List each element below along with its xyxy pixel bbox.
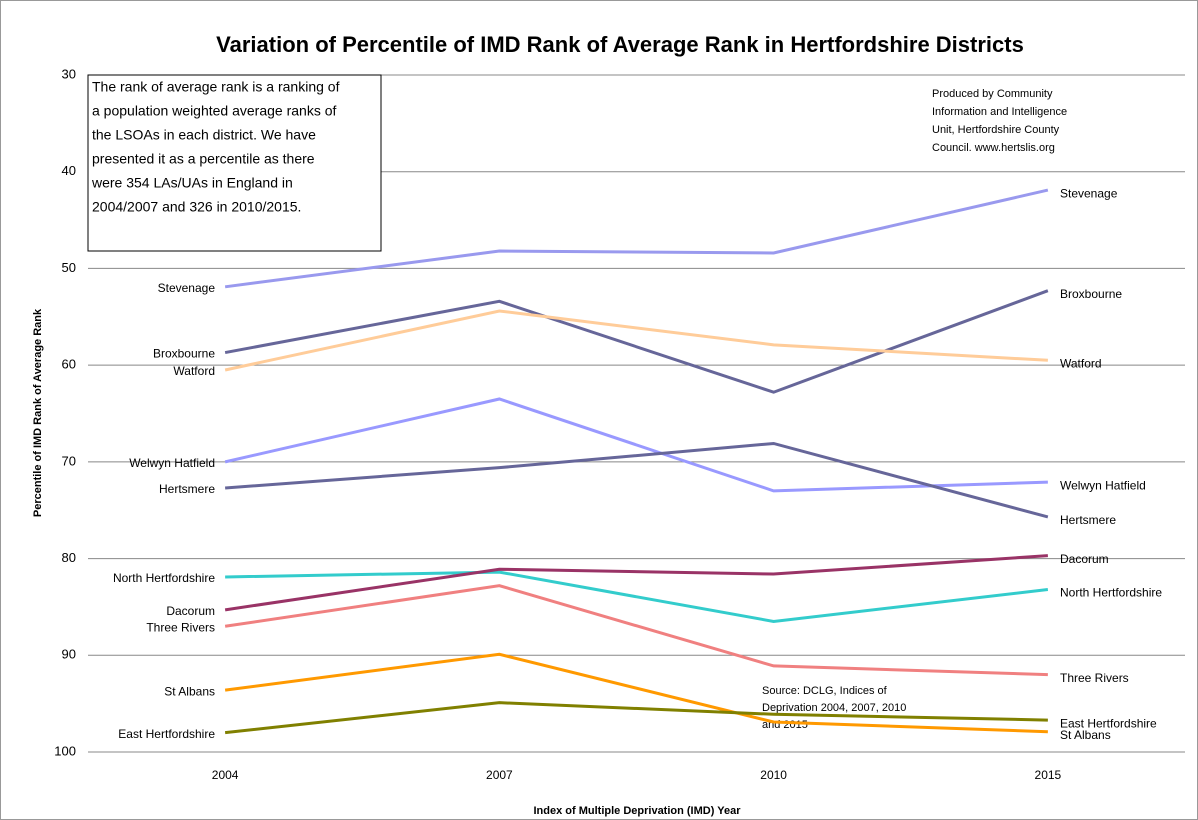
series-label-left: North Hertfordshire xyxy=(113,571,215,585)
series-line xyxy=(224,289,1049,394)
annotation-note: a population weighted average ranks of xyxy=(92,103,337,119)
series-label-right: Dacorum xyxy=(1060,552,1109,566)
series-line xyxy=(225,441,1049,519)
annotation-producer: Council. www.hertslis.org xyxy=(932,142,1055,154)
series-label-left: Stevenage xyxy=(158,281,216,295)
annotation-note: The rank of average rank is a ranking of xyxy=(92,79,340,95)
annotation-producer: Unit, Hertfordshire County xyxy=(932,124,1060,136)
series-label-left: Three Rivers xyxy=(146,620,215,634)
series-line xyxy=(224,584,1048,677)
y-tick-label: 80 xyxy=(62,550,76,565)
series-label-right: Hertsmere xyxy=(1060,513,1116,527)
annotation-source: Source: DCLG, Indices of xyxy=(762,685,888,697)
annotation-producer: Information and Intelligence xyxy=(932,106,1067,118)
series-line xyxy=(224,309,1048,372)
series-label-left: St Albans xyxy=(164,684,215,698)
y-tick-label: 50 xyxy=(62,260,76,275)
annotation-note: presented it as a percentile as there xyxy=(92,151,315,167)
annotation-note: the LSOAs in each district. We have xyxy=(92,127,316,143)
y-tick-label: 60 xyxy=(62,357,76,372)
series-line xyxy=(224,652,1048,734)
x-tick-label: 2010 xyxy=(760,768,787,782)
note-box xyxy=(87,74,382,252)
series-line xyxy=(224,397,1048,493)
x-tick-label: 2015 xyxy=(1035,768,1062,782)
x-tick-label: 2004 xyxy=(212,768,239,782)
series-line xyxy=(225,570,1049,623)
chart-title: Variation of Percentile of IMD Rank of A… xyxy=(216,32,1024,57)
series-label-left: Dacorum xyxy=(166,604,215,618)
series-label-right: Broxbourne xyxy=(1060,287,1122,301)
annotation-note: were 354 LAs/UAs in England in xyxy=(91,175,293,191)
series-label-right: Stevenage xyxy=(1060,186,1118,200)
series-label-right: Watford xyxy=(1060,356,1102,370)
series-line xyxy=(224,701,1048,735)
y-tick-label: 70 xyxy=(62,453,76,468)
series-label-left: Hertsmere xyxy=(159,482,215,496)
series-label-left: Broxbourne xyxy=(153,347,215,361)
series-line xyxy=(224,188,1049,289)
series-label-left: Watford xyxy=(173,364,215,378)
series-label-right: North Hertfordshire xyxy=(1060,586,1162,600)
y-tick-label: 90 xyxy=(62,647,76,662)
series-label-right: Three Rivers xyxy=(1060,671,1129,685)
series-label-right: East Hertfordshire xyxy=(1060,716,1157,730)
x-tick-label: 2007 xyxy=(486,768,513,782)
series-line xyxy=(224,554,1048,612)
y-tick-label: 40 xyxy=(62,163,76,178)
series-label-right: St Albans xyxy=(1060,728,1111,742)
y-tick-label: 100 xyxy=(54,743,76,758)
annotation-source: Deprivation 2004, 2007, 2010 xyxy=(762,702,906,714)
series-label-left: Welwyn Hatfield xyxy=(129,456,215,470)
annotation-note: 2004/2007 and 326 in 2010/2015. xyxy=(92,199,301,215)
series-label-right: Welwyn Hatfield xyxy=(1060,478,1146,492)
series-label-left: East Hertfordshire xyxy=(118,727,215,741)
y-tick-label: 30 xyxy=(62,66,76,81)
annotation-producer: Produced by Community xyxy=(932,88,1053,100)
y-axis-label: Percentile of IMD Rank of Average Rank xyxy=(32,308,44,517)
x-axis-label: Index of Multiple Deprivation (IMD) Year xyxy=(534,805,742,817)
